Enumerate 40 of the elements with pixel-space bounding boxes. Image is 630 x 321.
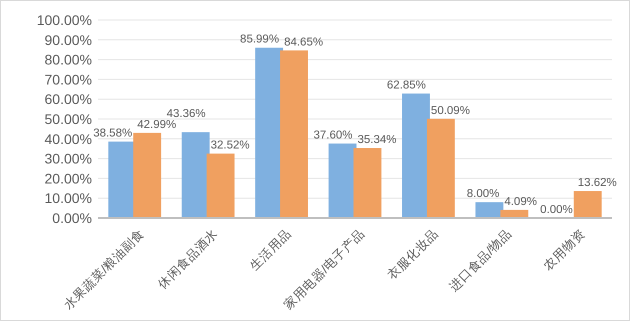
bar xyxy=(182,132,210,218)
x-tick-label: 农用物资 xyxy=(540,226,588,274)
y-tick-label: 70.00% xyxy=(44,71,92,88)
bar xyxy=(206,154,235,218)
bar xyxy=(574,191,602,218)
data-label: 0.00% xyxy=(540,204,573,216)
y-tick-label: 30.00% xyxy=(44,150,92,167)
y-tick-label: 90.00% xyxy=(44,32,92,48)
y-tick-label: 60.00% xyxy=(44,91,92,108)
data-label: 43.36% xyxy=(166,108,206,120)
x-tick-label: 水果蔬菜/粮油副食 xyxy=(61,226,148,312)
data-label: 37.60% xyxy=(313,130,352,142)
x-tick-label: 进口食品/物品 xyxy=(446,226,514,294)
data-label: 13.62% xyxy=(578,177,617,190)
data-label: 4.09% xyxy=(504,196,537,208)
data-label: 85.99% xyxy=(240,34,280,46)
data-label: 38.58% xyxy=(93,128,132,140)
y-tick-label: 80.00% xyxy=(44,52,92,68)
bar xyxy=(280,50,308,218)
y-tick-label: 10.00% xyxy=(44,190,92,206)
bar xyxy=(426,118,455,218)
bar xyxy=(475,202,504,218)
y-tick-label: 0.00% xyxy=(52,210,92,226)
y-tick-label: 100.00% xyxy=(36,12,92,28)
y-tick-label: 40.00% xyxy=(44,130,92,147)
data-label: 50.09% xyxy=(430,104,470,117)
data-label: 84.65% xyxy=(284,36,324,48)
bar xyxy=(133,132,162,218)
x-tick-label: 衣服化妆品 xyxy=(384,226,441,282)
bar xyxy=(354,148,382,218)
data-label: 32.52% xyxy=(210,140,250,152)
data-label: 42.99% xyxy=(137,118,176,131)
data-label: 8.00% xyxy=(466,188,500,200)
y-tick-label: 50.00% xyxy=(44,111,92,127)
data-label: 35.34% xyxy=(358,134,397,146)
bar xyxy=(402,94,430,218)
x-tick-label: 生活用品 xyxy=(247,226,294,274)
y-tick-label: 20.00% xyxy=(44,170,92,186)
data-label: 62.85% xyxy=(386,80,426,92)
x-tick-label: 休闲食品酒水 xyxy=(155,226,220,292)
